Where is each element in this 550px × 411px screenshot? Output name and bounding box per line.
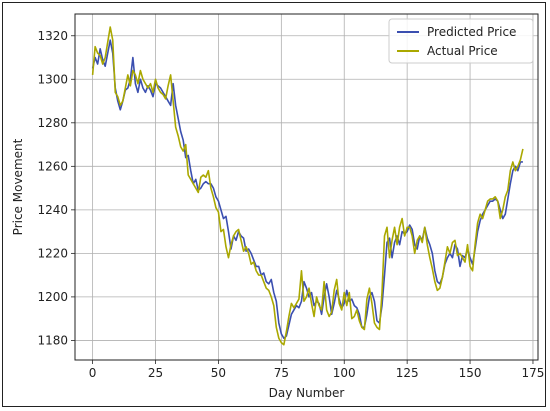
x-tick-label: 150 xyxy=(459,366,482,380)
x-tick-label: 25 xyxy=(148,366,163,380)
legend-label-actual: Actual Price xyxy=(427,44,498,58)
x-tick-label: 75 xyxy=(274,366,289,380)
x-axis-label: Day Number xyxy=(269,386,345,400)
x-tick-label: 0 xyxy=(89,366,97,380)
y-tick-label: 1280 xyxy=(37,116,68,130)
legend: Predicted Price Actual Price xyxy=(388,18,534,64)
grid xyxy=(75,14,538,360)
y-tick-label: 1220 xyxy=(37,246,68,260)
y-axis-label: Price Movement xyxy=(11,138,25,235)
series-line-actual xyxy=(91,26,524,346)
y-tick-label: 1200 xyxy=(37,290,68,304)
x-tick-label: 175 xyxy=(522,366,545,380)
legend-label-predicted: Predicted Price xyxy=(427,25,516,39)
y-tick-label: 1260 xyxy=(37,159,68,173)
y-tick-label: 1300 xyxy=(37,72,68,86)
y-tick-label: 1320 xyxy=(37,29,68,43)
legend-box xyxy=(388,18,534,64)
y-tick-label: 1180 xyxy=(37,333,68,347)
plot-area-border xyxy=(74,13,539,361)
x-tick-label: 125 xyxy=(396,366,419,380)
x-tick-label: 50 xyxy=(211,366,226,380)
ticks: 0 25 50 75 100 125 150 175 1180 1200 1220 1240 1260 1… xyxy=(37,29,544,380)
y-tick-label: 1240 xyxy=(37,203,68,217)
series-layer xyxy=(91,26,524,346)
x-tick-label: 100 xyxy=(333,366,356,380)
